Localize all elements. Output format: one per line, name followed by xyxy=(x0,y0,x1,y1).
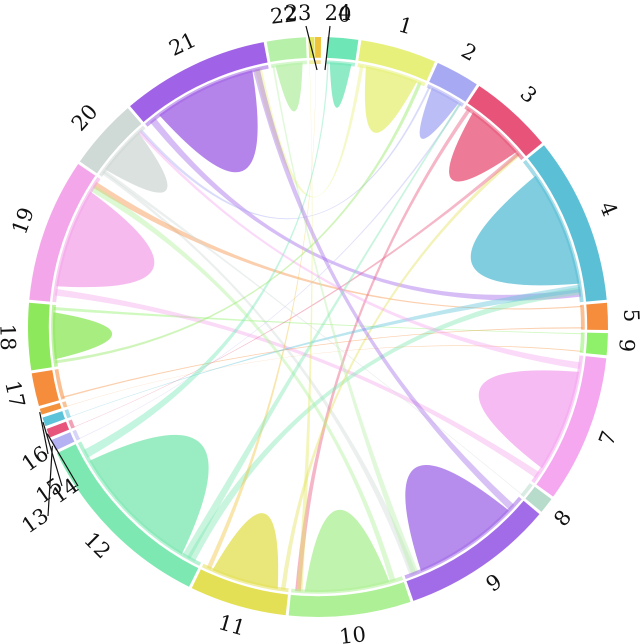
segment-label-5: 5 xyxy=(619,308,640,322)
segment-label-12: 12 xyxy=(79,527,115,563)
segment-label-11: 11 xyxy=(216,610,248,640)
ribbon-2-2 xyxy=(419,87,459,139)
ribbon-11-11 xyxy=(212,513,279,589)
segment-band-18 xyxy=(28,302,54,371)
segment-band-13 xyxy=(51,431,76,451)
segment-label-22: 22 xyxy=(269,2,298,29)
ribbon-1-1 xyxy=(364,66,418,133)
segment-label-3: 3 xyxy=(516,81,542,108)
ribbon-18-18 xyxy=(52,312,113,360)
segment-band-12 xyxy=(56,443,199,587)
segment-band-8 xyxy=(524,486,552,512)
segment-band-10 xyxy=(288,581,411,617)
segment-band-7 xyxy=(535,355,607,497)
segment-inner-band-14 xyxy=(67,419,75,430)
segment-label-4: 4 xyxy=(595,198,622,219)
ribbon-0-0 xyxy=(329,62,352,108)
segment-inner-band-19 xyxy=(51,176,101,303)
segment-label-9: 9 xyxy=(482,569,507,596)
segment-label-8: 8 xyxy=(549,506,576,531)
segment-inner-band-24 xyxy=(315,59,321,65)
segment-label-17: 17 xyxy=(0,379,29,410)
segment-band-11 xyxy=(191,568,289,616)
leader-line-13 xyxy=(47,445,53,517)
ribbon-22-22 xyxy=(275,62,303,112)
segment-inner-band-9 xyxy=(404,496,523,581)
ribbon-0-12 xyxy=(83,62,329,458)
segment-band-5 xyxy=(585,302,608,331)
segment-label-2: 2 xyxy=(457,39,480,66)
ribbon-23-10 xyxy=(296,62,313,592)
segment-band-16 xyxy=(39,402,63,415)
segment-label-1: 1 xyxy=(396,13,416,40)
segment-band-14 xyxy=(46,421,71,438)
segment-inner-band-3 xyxy=(464,104,526,161)
segment-band-20 xyxy=(79,108,143,175)
segment-band-2 xyxy=(428,62,477,103)
leader-line-15 xyxy=(42,422,63,487)
segment-band-1 xyxy=(358,40,436,82)
segment-band-3 xyxy=(467,86,543,157)
leader-line-14 xyxy=(46,433,79,487)
segment-label-16: 16 xyxy=(17,441,53,476)
segment-inner-band-7 xyxy=(531,355,585,484)
segment-inner-band-4 xyxy=(522,159,585,303)
segment-inner-band-13 xyxy=(71,429,81,442)
segment-inner-band-1 xyxy=(357,62,427,87)
segment-label-21: 21 xyxy=(165,28,199,61)
segment-label-6: 6 xyxy=(616,338,640,353)
segment-label-20: 20 xyxy=(67,100,103,136)
leader-line-layer xyxy=(39,25,331,517)
segment-label-0: 0 xyxy=(337,2,352,27)
segment-inner-band-10 xyxy=(290,576,404,595)
segment-inner-band-17 xyxy=(53,369,65,400)
separator-ring xyxy=(48,57,588,597)
segment-label-18: 18 xyxy=(0,324,20,352)
segment-band-4 xyxy=(526,145,607,302)
segment-inner-band-8 xyxy=(520,483,534,498)
segment-inner-band-20 xyxy=(97,124,146,177)
segment-band-22 xyxy=(266,37,307,64)
segment-band-9 xyxy=(406,499,540,601)
segment-inner-band-11 xyxy=(201,563,289,594)
segment-inner-band-22 xyxy=(270,59,307,69)
segment-band-15 xyxy=(42,410,67,427)
ribbon-12-2 xyxy=(182,102,461,560)
ribbon-3-3 xyxy=(449,112,517,182)
segment-band-19 xyxy=(29,163,97,302)
segment-label-24: 24 xyxy=(325,1,352,25)
ribbon-20-8 xyxy=(102,169,523,496)
ribbon-10-10 xyxy=(304,509,390,593)
segment-band-0 xyxy=(326,37,359,62)
segment-band-17 xyxy=(31,369,61,406)
segment-label-19: 19 xyxy=(7,204,39,237)
segment-band-layer xyxy=(28,37,608,617)
segment-label-10: 10 xyxy=(338,622,367,644)
ribbon-layer xyxy=(52,62,583,593)
leader-line-24 xyxy=(324,25,331,71)
segment-band-24 xyxy=(314,37,322,60)
ribbon-9-9 xyxy=(405,464,510,572)
segment-label-23: 23 xyxy=(285,1,312,25)
leader-line-16 xyxy=(39,411,49,455)
segment-label-13: 13 xyxy=(17,503,53,538)
segment-inner-band-21 xyxy=(144,63,269,127)
ribbon-21-21 xyxy=(159,70,258,173)
segment-band-21 xyxy=(130,42,268,123)
ribbon-12-12 xyxy=(89,434,209,555)
ribbon-20-20 xyxy=(104,132,168,193)
segment-inner-band-2 xyxy=(426,82,465,107)
segment-label-7: 7 xyxy=(594,428,621,449)
ribbon-15-4 xyxy=(68,284,581,418)
ribbon-19-19 xyxy=(56,191,155,288)
ribbon-1-21 xyxy=(254,65,364,198)
segment-band-6 xyxy=(584,332,608,356)
segment-inner-band-15 xyxy=(63,409,71,419)
leader-line-23 xyxy=(305,25,318,71)
